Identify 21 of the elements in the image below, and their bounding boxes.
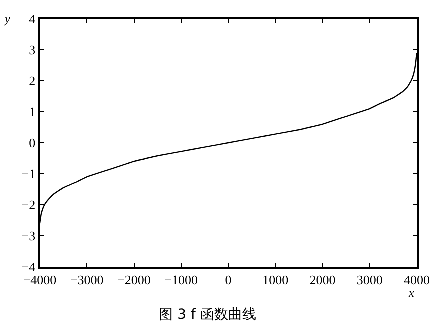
x-tick-label: −4000: [23, 272, 57, 288]
x-tick-label: 2000: [310, 272, 336, 288]
y-tick-label: −3: [22, 228, 36, 244]
y-tick-label: −2: [22, 198, 36, 213]
y-tick-label: 2: [29, 74, 36, 89]
y-tick-label: 1: [29, 104, 36, 120]
y-tick-label: −1: [22, 166, 36, 182]
text: 图 3 f 函数曲线: [159, 307, 256, 324]
x-tick-label: 1000: [262, 272, 289, 288]
x-tick-label: −3000: [70, 272, 104, 288]
x-tick-label: 3000: [356, 272, 383, 288]
y-tick-label: 4: [29, 12, 36, 27]
y-axis-title: y: [4, 12, 11, 26]
x-tick-label: −2000: [118, 272, 151, 288]
x-tick-label: 4000: [404, 272, 430, 288]
y-tick-label: −4: [22, 260, 36, 275]
x-tick-label: −1000: [164, 272, 198, 288]
x-axis-title: x: [408, 286, 415, 300]
x-tick-label: 0: [225, 272, 232, 288]
y-tick-label: 0: [29, 136, 36, 151]
y-tick-label: 3: [29, 42, 36, 58]
